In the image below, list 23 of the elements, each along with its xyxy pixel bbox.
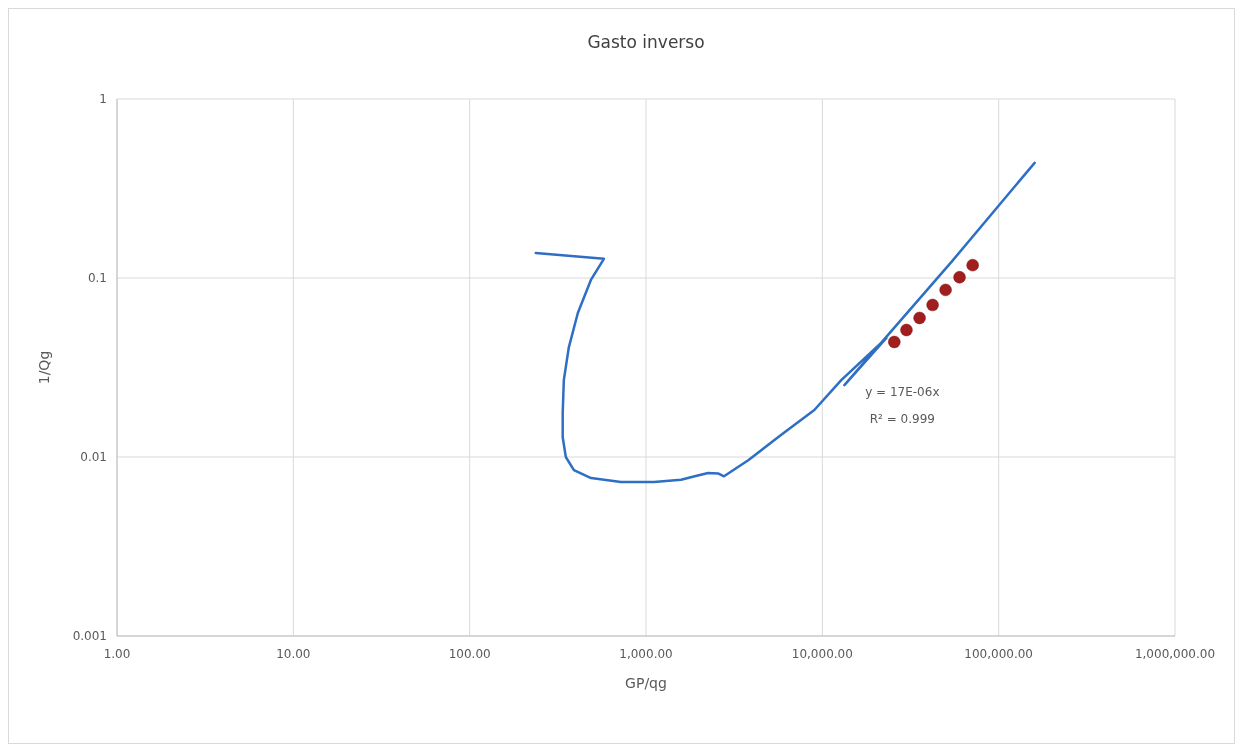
x-tick-label: 1,000.00 <box>619 647 673 661</box>
chart-title: Gasto inverso <box>587 32 705 52</box>
y-tick-label: 0.001 <box>72 629 107 643</box>
x-axis-title: GP/qg <box>625 675 667 691</box>
point <box>926 298 939 312</box>
point <box>888 335 901 349</box>
point <box>966 258 979 272</box>
point <box>953 271 966 284</box>
point <box>939 283 952 297</box>
point <box>900 323 913 337</box>
y-tick-label: 0.1 <box>87 271 107 285</box>
x-tick-label: 10.00 <box>276 647 311 661</box>
x-tick-label: 10,000.00 <box>791 647 853 661</box>
y-tick-label: 0.01 <box>80 450 107 464</box>
point <box>913 311 926 325</box>
annotation: R² = 0.999 <box>869 411 935 426</box>
x-tick-label: 1.00 <box>103 647 131 661</box>
x-tick-label: 100.00 <box>448 647 491 661</box>
y-axis-title: 1/Qg <box>36 350 52 385</box>
x-tick-label: 100,000.00 <box>964 647 1034 661</box>
x-tick-label: 1,000,000.00 <box>1134 647 1216 661</box>
y-tick-label: 1 <box>99 92 107 106</box>
annotation: y = 17E-06x <box>865 384 940 399</box>
